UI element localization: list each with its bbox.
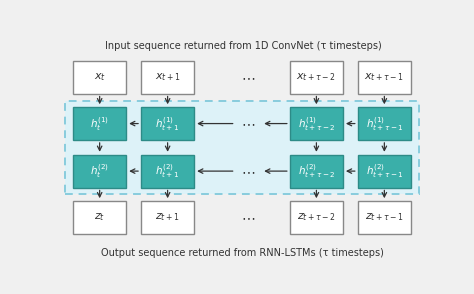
- Text: $x_{t+\tau-2}$: $x_{t+\tau-2}$: [296, 71, 337, 83]
- Text: $x_t$: $x_t$: [93, 71, 106, 83]
- FancyBboxPatch shape: [290, 155, 343, 188]
- Text: $\cdots$: $\cdots$: [241, 164, 255, 178]
- Text: $h_{t+1}^{(1)}$: $h_{t+1}^{(1)}$: [155, 115, 180, 133]
- Text: Output sequence returned from RNN-LSTMs (τ timesteps): Output sequence returned from RNN-LSTMs …: [101, 248, 384, 258]
- Text: $z_{t+\tau-1}$: $z_{t+\tau-1}$: [365, 212, 404, 223]
- Text: Input sequence returned from 1D ConvNet (τ timesteps): Input sequence returned from 1D ConvNet …: [105, 41, 381, 51]
- Text: $\cdots$: $\cdots$: [241, 116, 255, 131]
- FancyBboxPatch shape: [290, 201, 343, 234]
- Text: $h_{t+\tau-2}^{(1)}$: $h_{t+\tau-2}^{(1)}$: [298, 115, 335, 133]
- FancyBboxPatch shape: [358, 61, 411, 93]
- FancyBboxPatch shape: [358, 107, 411, 140]
- FancyBboxPatch shape: [290, 107, 343, 140]
- Text: $h_{t+\tau-1}^{(2)}$: $h_{t+\tau-1}^{(2)}$: [365, 162, 403, 180]
- FancyBboxPatch shape: [73, 107, 126, 140]
- Text: $\cdots$: $\cdots$: [241, 211, 255, 225]
- FancyBboxPatch shape: [65, 101, 419, 194]
- Text: $z_{t+1}$: $z_{t+1}$: [155, 212, 180, 223]
- FancyBboxPatch shape: [141, 61, 194, 93]
- FancyBboxPatch shape: [73, 61, 126, 93]
- FancyBboxPatch shape: [141, 107, 194, 140]
- Text: $h_t^{(2)}$: $h_t^{(2)}$: [90, 162, 109, 180]
- FancyBboxPatch shape: [73, 155, 126, 188]
- Text: $\cdots$: $\cdots$: [241, 70, 255, 84]
- Text: $z_{t+\tau-2}$: $z_{t+\tau-2}$: [297, 212, 336, 223]
- FancyBboxPatch shape: [141, 155, 194, 188]
- FancyBboxPatch shape: [73, 201, 126, 234]
- FancyBboxPatch shape: [290, 61, 343, 93]
- FancyBboxPatch shape: [141, 201, 194, 234]
- Text: $h_{t+\tau-2}^{(2)}$: $h_{t+\tau-2}^{(2)}$: [298, 162, 335, 180]
- Text: $h_{t+1}^{(2)}$: $h_{t+1}^{(2)}$: [155, 162, 180, 180]
- Text: $x_{t+\tau-1}$: $x_{t+\tau-1}$: [365, 71, 404, 83]
- Text: $x_{t+1}$: $x_{t+1}$: [155, 71, 181, 83]
- Text: $z_t$: $z_t$: [94, 212, 105, 223]
- FancyBboxPatch shape: [358, 155, 411, 188]
- Text: $h_{t+\tau-1}^{(1)}$: $h_{t+\tau-1}^{(1)}$: [365, 115, 403, 133]
- FancyBboxPatch shape: [358, 201, 411, 234]
- Text: $h_t^{(1)}$: $h_t^{(1)}$: [90, 115, 109, 133]
